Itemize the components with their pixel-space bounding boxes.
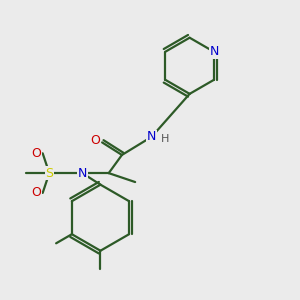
Text: N: N [78, 167, 87, 180]
Text: O: O [31, 147, 41, 160]
Text: O: O [90, 134, 100, 147]
Text: N: N [147, 130, 156, 143]
Text: O: O [31, 186, 41, 200]
Text: N: N [209, 45, 219, 58]
Text: S: S [45, 167, 53, 180]
Text: H: H [161, 134, 170, 144]
